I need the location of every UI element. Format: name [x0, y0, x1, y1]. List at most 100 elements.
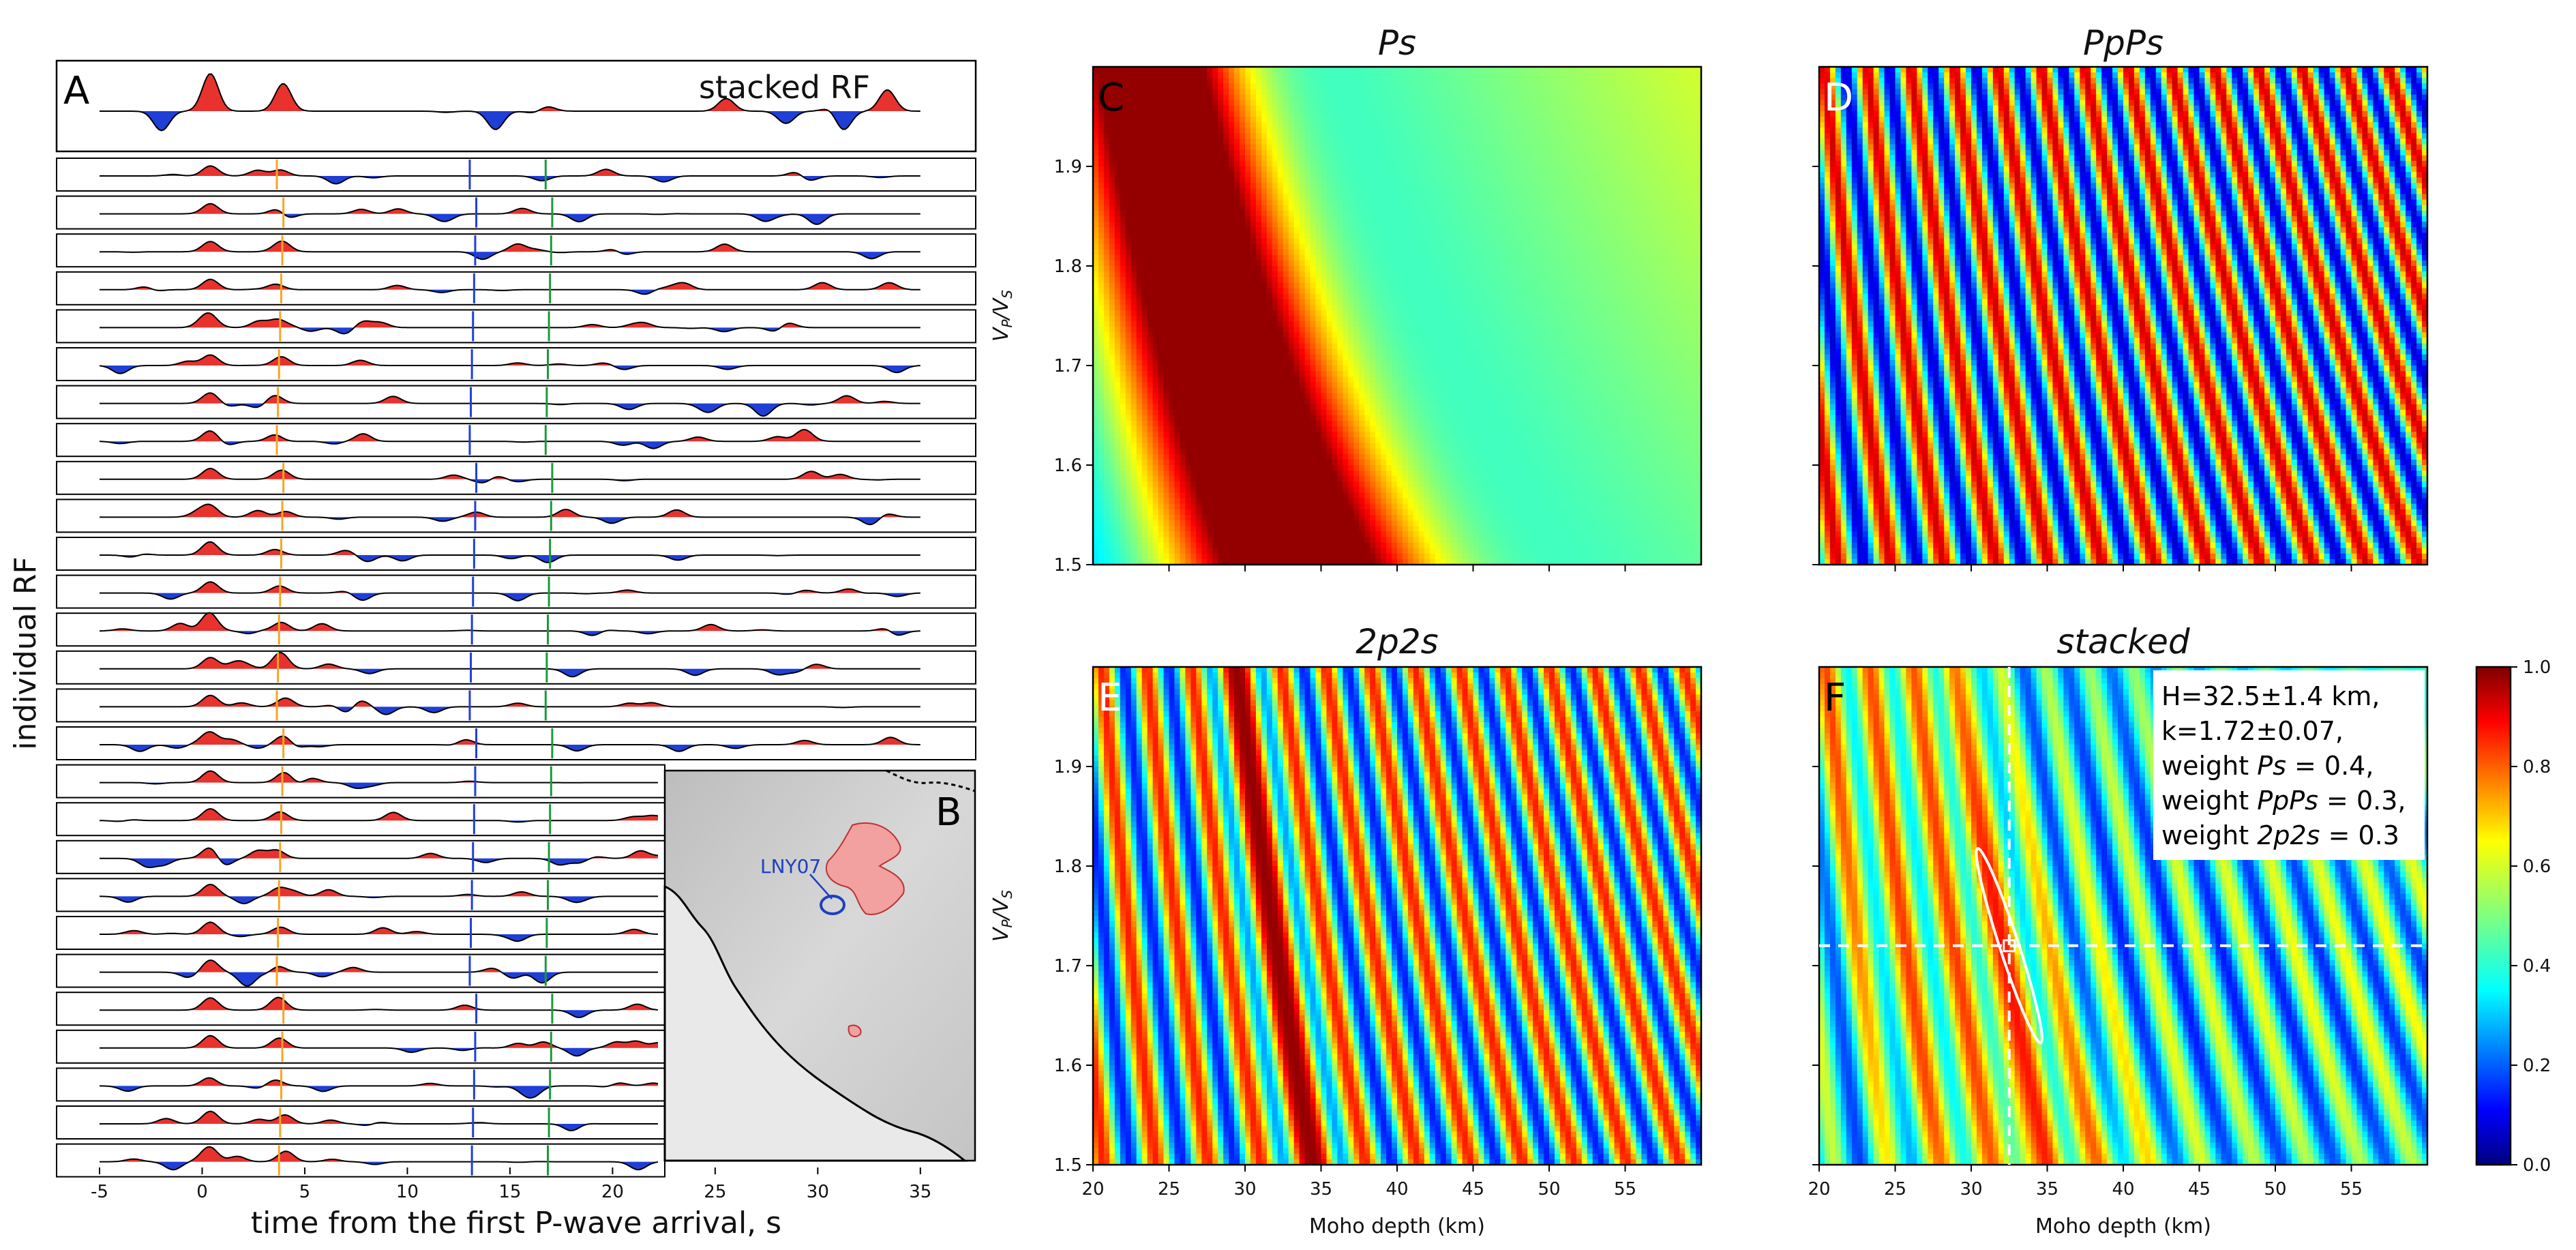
heatmap-cell — [1332, 437, 1338, 444]
heatmap-cell — [1212, 149, 1218, 156]
heatmap-cell — [1304, 432, 1311, 438]
heatmap-cell — [1348, 155, 1354, 162]
heatmap-cell — [1359, 277, 1365, 283]
heatmap-cell — [1130, 382, 1137, 389]
heatmap-cell — [1315, 266, 1322, 272]
heatmap-cell — [1348, 316, 1354, 322]
heatmap-cell — [1185, 238, 1191, 245]
heatmap-cell — [1103, 348, 1110, 355]
heatmap-cell — [1114, 398, 1121, 405]
heatmap-cell — [1201, 110, 1208, 117]
heatmap-cell — [1245, 293, 1251, 300]
heatmap-cell — [1098, 72, 1105, 78]
heatmap-cell — [1109, 359, 1115, 366]
heatmap-cell — [1299, 155, 1306, 162]
heatmap-cell — [1103, 382, 1110, 389]
heatmap-cell — [1310, 332, 1317, 339]
heatmap-cell — [1185, 531, 1191, 538]
heatmap-cell — [1218, 520, 1224, 526]
heatmap-cell — [1353, 426, 1360, 432]
heatmap-cell — [1223, 67, 1229, 73]
heatmap-cell — [1223, 498, 1229, 505]
heatmap-cell — [1103, 432, 1110, 438]
heatmap-cell — [1370, 498, 1376, 505]
heatmap-cell — [1288, 83, 1295, 90]
heatmap-cell — [1185, 327, 1191, 333]
heatmap-cell — [1375, 343, 1381, 350]
heatmap-cell — [1163, 177, 1170, 183]
heatmap-cell — [1207, 376, 1213, 383]
heatmap-cell — [1218, 216, 1224, 222]
panel-a-x-tick-label: 30 — [807, 1182, 829, 1202]
heatmap-cell — [1190, 172, 1197, 178]
heatmap-cell — [1120, 222, 1126, 228]
heatmap-cell — [1114, 166, 1121, 173]
heatmap-cell — [1212, 160, 1218, 167]
heatmap-cell — [1288, 293, 1295, 300]
heatmap-cell — [1261, 310, 1268, 316]
heatmap-cell — [1190, 271, 1197, 278]
heatmap-cell — [1130, 310, 1137, 316]
heatmap-cell — [1245, 199, 1251, 206]
heatmap-cell — [1277, 304, 1284, 311]
heatmap-cell — [1364, 327, 1371, 333]
heatmap-cell — [1120, 78, 1126, 84]
heatmap-cell — [1326, 421, 1333, 427]
heatmap-cell — [1370, 398, 1376, 405]
heatmap-cell — [1272, 288, 1278, 295]
heatmap-cell — [1277, 348, 1284, 355]
heatmap-cell — [1283, 216, 1289, 222]
heatmap-cell — [1315, 409, 1322, 416]
heatmap-cell — [1272, 321, 1278, 327]
heatmap-cell — [1114, 160, 1121, 167]
heatmap-cell — [1283, 299, 1289, 306]
heatmap-cell — [1283, 526, 1289, 532]
heatmap-cell — [1353, 205, 1360, 211]
heatmap-cell — [1185, 299, 1191, 306]
heatmap-cell — [1218, 343, 1224, 350]
heatmap-cell — [1103, 266, 1110, 272]
heatmap-cell — [1272, 89, 1278, 95]
heatmap-cell — [1293, 371, 1300, 377]
heatmap-cell — [1169, 149, 1175, 156]
heatmap-cell — [1212, 177, 1218, 183]
heatmap-cell — [1337, 393, 1343, 400]
heatmap-cell — [1353, 216, 1360, 222]
heatmap-cell — [1370, 271, 1376, 278]
heatmap-cell — [1250, 233, 1257, 239]
heatmap-cell — [1304, 465, 1311, 471]
heatmap-cell — [1229, 249, 1235, 256]
heatmap-cell — [1245, 415, 1251, 421]
heatmap-cell — [1190, 260, 1197, 267]
heatmap-cell — [1185, 216, 1191, 222]
heatmap-cell — [1174, 288, 1181, 295]
heatmap-cell — [1326, 443, 1333, 449]
heatmap-cell — [1321, 72, 1328, 78]
heatmap-cell — [1343, 105, 1349, 112]
heatmap-cell — [1125, 348, 1132, 355]
heatmap-cell — [1250, 310, 1257, 316]
heatmap-cell — [1174, 515, 1181, 521]
heatmap-cell — [1299, 282, 1306, 289]
heatmap-cell — [1158, 160, 1165, 167]
heatmap-cell — [1370, 520, 1376, 526]
rf-line — [100, 203, 920, 225]
heatmap-cell — [1190, 343, 1197, 350]
heatmap-cell — [1114, 459, 1121, 466]
heatmap-cell — [1283, 559, 1289, 565]
heatmap-cell — [1326, 277, 1333, 283]
heatmap-cell — [1234, 531, 1240, 538]
heatmap-cell — [1169, 183, 1175, 190]
heatmap-cell — [1158, 227, 1165, 233]
heatmap-cell — [1337, 117, 1343, 123]
heatmap-cell — [1245, 260, 1251, 267]
heatmap-cell — [1130, 359, 1137, 366]
heatmap-cell — [1147, 271, 1154, 278]
heatmap-cell — [1201, 293, 1208, 300]
heatmap-cell — [1201, 487, 1208, 494]
heatmap-cell — [1185, 421, 1191, 427]
rf-trace-box — [56, 1105, 665, 1140]
heatmap-cell — [1125, 282, 1132, 289]
heatmap-cell — [1255, 89, 1262, 95]
heatmap-cell — [1240, 542, 1246, 549]
